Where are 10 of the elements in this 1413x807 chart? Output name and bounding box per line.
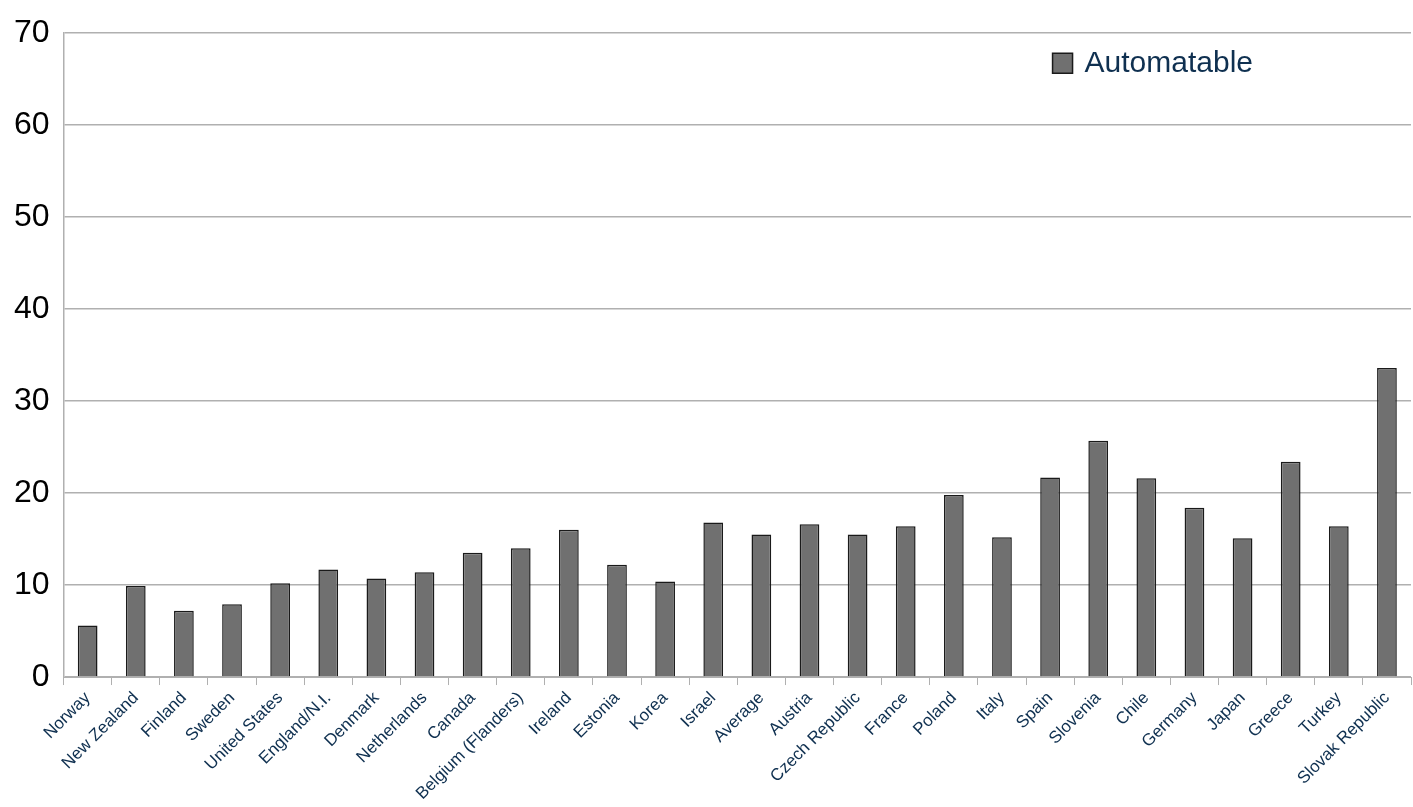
- y-tick-label: 70: [14, 13, 50, 50]
- y-tick-label: 50: [14, 196, 50, 233]
- y-tick-label: 60: [14, 105, 50, 141]
- y-tick-label: 10: [14, 564, 50, 601]
- y-tick-label: 20: [14, 472, 50, 509]
- y-tick-label: 30: [14, 380, 50, 417]
- x-tick-label: Italy: [972, 687, 1009, 724]
- y-tick-label: 40: [14, 288, 50, 325]
- y-tick-label: 0: [31, 656, 50, 693]
- legend-label: Automatable: [1084, 45, 1254, 79]
